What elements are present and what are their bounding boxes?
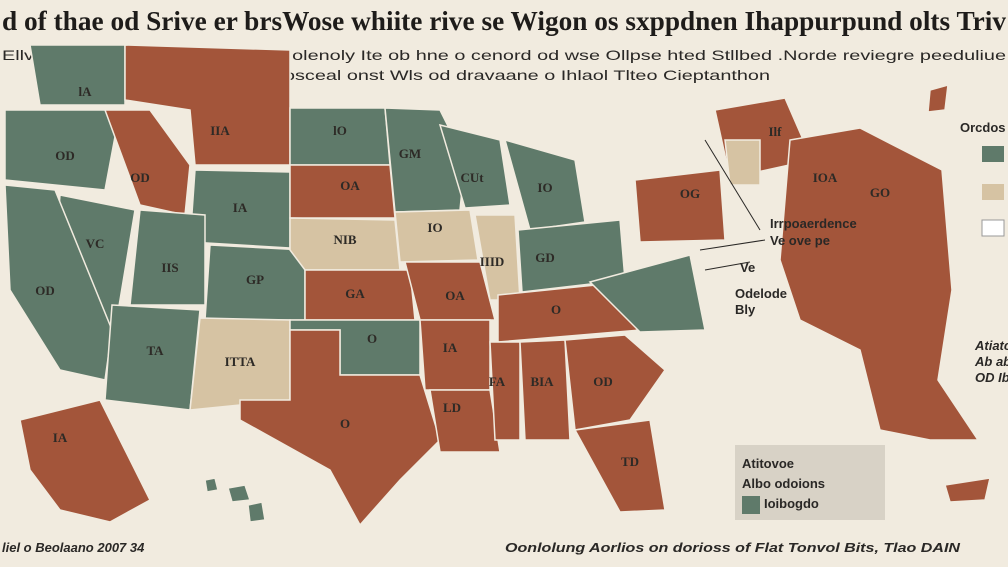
subtitle: Olcer posceal onst Wls od dravaane o Ihl… <box>220 67 770 83</box>
state-label: OD <box>35 283 55 298</box>
state-label: O <box>551 302 561 317</box>
state-label: Ilf <box>769 124 783 139</box>
state-label: LD <box>443 400 461 415</box>
note-text: Atiatc <box>974 338 1008 353</box>
state <box>519 339 571 441</box>
state <box>564 334 667 431</box>
state-label: lO <box>333 123 347 138</box>
state-label: IIA <box>210 123 230 138</box>
state-label: GO <box>870 185 890 200</box>
region <box>779 127 980 441</box>
state-label: lA <box>79 84 93 99</box>
state-label: OA <box>445 288 465 303</box>
footer-right: Oonlolung Aorlios on dorioss of Flat Ton… <box>505 540 961 555</box>
state-label: GP <box>246 272 264 287</box>
callout: Irrpoaerdence Ve ove pe Ve Odelode Bly <box>699 139 857 317</box>
state-label: IIS <box>161 260 178 275</box>
state-label: GA <box>345 286 365 301</box>
note-text: OD Ib <box>975 370 1008 385</box>
region <box>944 477 991 503</box>
state-label: IA <box>443 340 458 355</box>
state-label: TA <box>146 343 164 358</box>
state-label: OG <box>680 186 700 201</box>
legend-text: Albo odoions <box>742 476 825 491</box>
region <box>927 83 949 113</box>
legend-swatch <box>742 496 760 514</box>
state-label: ITTA <box>225 354 256 369</box>
state-label: OA <box>340 178 360 193</box>
state-label: BIA <box>530 374 554 389</box>
state <box>438 123 511 209</box>
legend-swatch <box>981 219 1005 237</box>
state <box>588 254 706 333</box>
callout-text: Bly <box>735 302 756 317</box>
state-label: CUt <box>460 170 484 185</box>
state <box>227 484 252 503</box>
state <box>4 109 121 191</box>
leader-line <box>699 239 766 251</box>
state <box>103 109 191 216</box>
state-label: IO <box>537 180 552 195</box>
state-label: GM <box>399 146 421 161</box>
state-label: O <box>367 331 377 346</box>
legend-text: Ioibogdo <box>764 496 819 511</box>
callout-text: Odelode <box>735 286 787 301</box>
state <box>394 209 479 263</box>
state-label: IO <box>427 220 442 235</box>
legend-swatch <box>982 184 1004 200</box>
state-label: OD <box>55 148 75 163</box>
callout-text: Ve ove pe <box>770 233 830 248</box>
state <box>634 169 726 243</box>
state-label: IOA <box>813 170 838 185</box>
state-label: IA <box>233 200 248 215</box>
callout-text: Irrpoaerdence <box>770 216 857 231</box>
us-map <box>4 44 991 527</box>
callout-text: Ve <box>740 260 755 275</box>
state <box>573 419 666 513</box>
state <box>124 44 291 166</box>
state-label: TD <box>621 454 639 469</box>
state-labels: lA OD IIA OD IA lO OA VC IIS GP NIB GA O… <box>35 84 890 469</box>
state-label: IIID <box>480 254 505 269</box>
state <box>489 341 521 441</box>
legend-text: Atitovoe <box>742 456 794 471</box>
state-label: FA <box>489 374 506 389</box>
right-legend: Orcdos Atiatc Ab ab OD Ib <box>960 120 1008 385</box>
leader-line <box>704 139 761 231</box>
state <box>247 501 266 523</box>
state <box>204 477 219 493</box>
state-label: OD <box>593 374 613 389</box>
state <box>429 389 501 453</box>
state <box>19 399 151 523</box>
state-label: O <box>340 416 350 431</box>
legend-title: Orcdos <box>960 120 1006 135</box>
bottom-legend: Atitovoe Albo odoions Ioibogdo <box>735 445 885 520</box>
state <box>503 138 586 231</box>
state <box>404 261 496 321</box>
state <box>724 139 761 186</box>
leader-line <box>704 261 751 271</box>
title: d of thae od Srive er brsWose whiite riv… <box>2 6 1007 36</box>
state <box>29 44 126 106</box>
state <box>239 329 441 527</box>
note-text: Ab ab <box>974 354 1008 369</box>
state <box>419 319 491 391</box>
state-label: OD <box>130 170 150 185</box>
state <box>129 209 206 306</box>
state <box>4 184 113 381</box>
footer-left: liel o Beolaano 2007 34 <box>2 540 145 555</box>
state-label: GD <box>535 250 555 265</box>
legend-swatch <box>982 146 1004 162</box>
state-label: IA <box>53 430 68 445</box>
state-label: NIB <box>333 232 356 247</box>
state-label: VC <box>86 236 105 251</box>
